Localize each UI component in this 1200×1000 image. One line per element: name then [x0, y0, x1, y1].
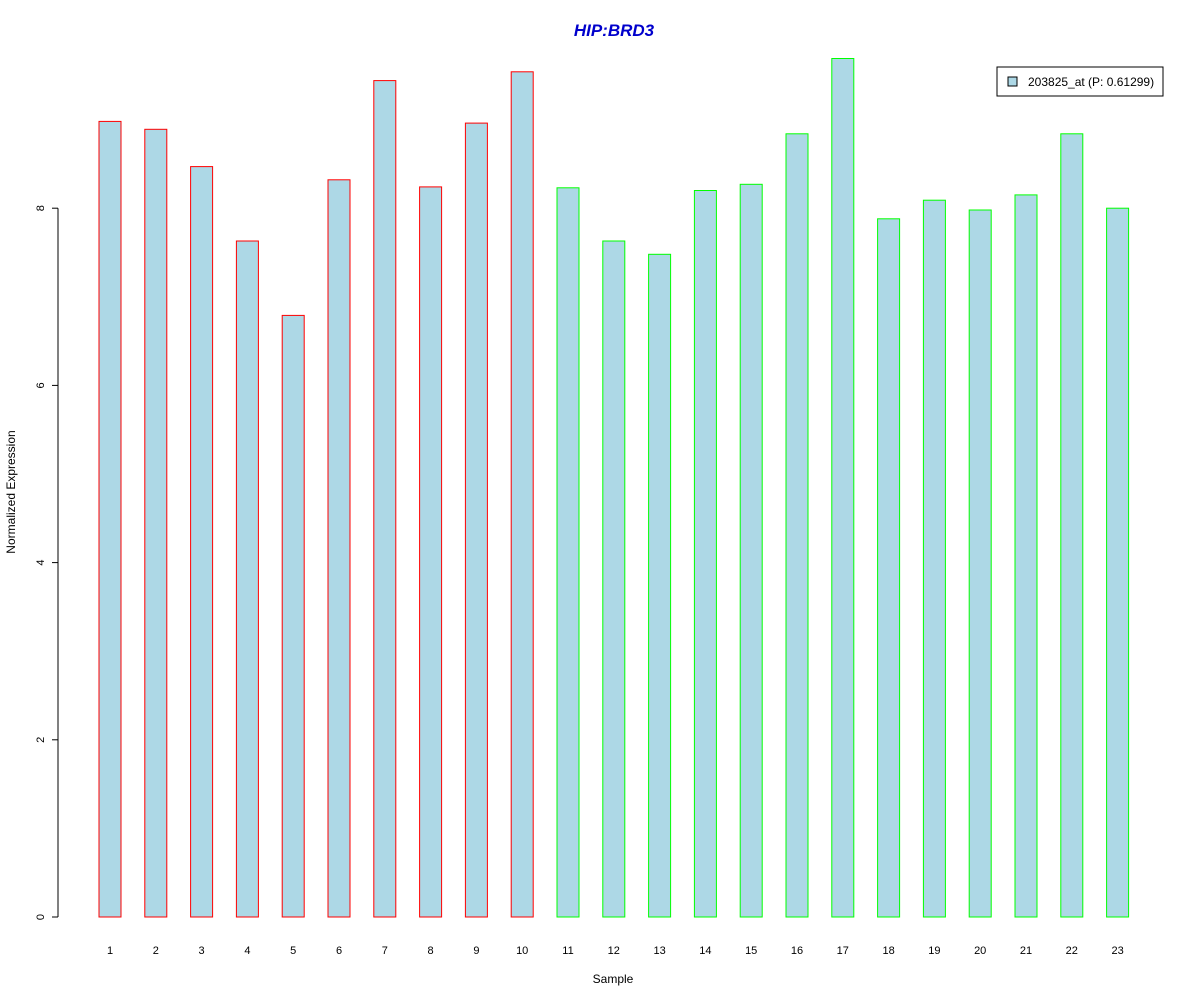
x-tick-label: 16: [791, 945, 803, 957]
x-tick-label: 12: [608, 945, 620, 957]
x-tick-label: 15: [745, 945, 757, 957]
bar: [922, 199, 946, 918]
bar: [327, 179, 351, 918]
bar: [373, 80, 397, 918]
x-tick-label: 13: [653, 945, 665, 957]
y-tick-label: 2: [35, 737, 47, 743]
chart-title: HIP:BRD3: [574, 21, 655, 40]
y-tick-label: 0: [35, 914, 47, 920]
bar: [602, 240, 626, 918]
y-tick-label: 6: [35, 382, 47, 388]
bar: [1106, 207, 1130, 918]
x-tick-label: 20: [974, 945, 986, 957]
x-tick-label: 17: [837, 945, 849, 957]
bar: [235, 240, 259, 918]
x-tick-label: 22: [1066, 945, 1078, 957]
x-tick-label: 8: [428, 945, 434, 957]
x-tick-label: 10: [516, 945, 528, 957]
bars: [98, 58, 1130, 918]
legend-entry: 203825_at (P: 0.61299): [1028, 75, 1154, 89]
x-tick-label: 11: [562, 945, 573, 957]
x-tick-label: 2: [153, 945, 159, 957]
bar: [419, 186, 443, 918]
bar: [968, 209, 992, 918]
bar: [510, 71, 534, 918]
y-axis: 0 2 4 6 8: [35, 205, 59, 920]
x-tick-label: 4: [244, 945, 250, 957]
bar: [831, 58, 855, 918]
x-tick-label: 6: [336, 945, 342, 957]
bar: [464, 122, 488, 918]
x-tick-label: 7: [382, 945, 388, 957]
x-tick-labels: 1 2 3 4 5 6 7 8 9 10 11 12 13 14 15 16 17 18 19 20 21 22 23: [107, 945, 1124, 957]
bar: [1060, 133, 1084, 918]
y-axis-label: Normalized Expression: [4, 430, 18, 553]
bar: [1014, 194, 1038, 918]
x-tick-label: 19: [928, 945, 940, 957]
y-tick-label: 8: [35, 205, 47, 211]
bar: [190, 166, 214, 918]
x-tick-label: 14: [699, 945, 711, 957]
x-tick-label: 5: [290, 945, 296, 957]
bar: [98, 120, 122, 918]
x-tick-label: 9: [473, 945, 479, 957]
legend-swatch: [1007, 76, 1018, 87]
x-tick-label: 3: [199, 945, 205, 957]
bar: [144, 128, 168, 918]
legend: 203825_at (P: 0.61299): [996, 66, 1164, 97]
bar: [693, 190, 717, 918]
bar: [739, 183, 763, 918]
bar: [556, 187, 580, 918]
x-tick-label: 18: [882, 945, 894, 957]
legend-box: [996, 66, 1164, 97]
x-tick-label: 23: [1111, 945, 1123, 957]
bar: [785, 133, 809, 918]
x-tick-label: 21: [1020, 945, 1032, 957]
x-tick-label: 1: [107, 945, 113, 957]
bar: [648, 253, 672, 918]
bar: [281, 314, 305, 918]
y-tick-label: 4: [35, 560, 47, 566]
bar: [877, 218, 901, 918]
x-axis-label: Sample: [593, 972, 634, 986]
